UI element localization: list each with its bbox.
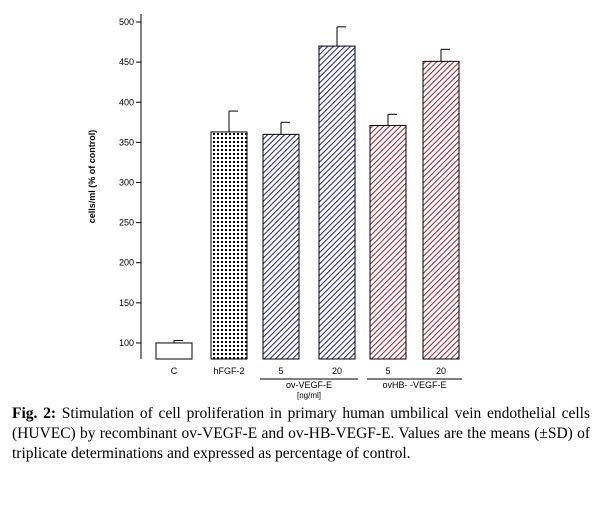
category-label: C <box>171 366 178 376</box>
category-label: 20 <box>332 366 342 376</box>
bar <box>369 125 407 360</box>
figure-caption: Fig. 2: Stimulation of cell proliferatio… <box>12 404 590 464</box>
y-tick-label: 300 <box>119 177 134 187</box>
bars <box>155 26 460 360</box>
category-label: 5 <box>385 366 390 376</box>
y-tick-label: 200 <box>119 258 134 268</box>
unit-label: [ng/ml] <box>297 391 321 400</box>
y-tick-label: 450 <box>119 57 134 67</box>
bar <box>422 60 460 360</box>
caption-label: Fig. 2: <box>12 405 57 422</box>
group-label: ovHB- -VEGF-E <box>382 380 446 390</box>
category-label: 20 <box>436 366 446 376</box>
y-tick-label: 250 <box>119 218 134 228</box>
category-label: hFGF-2 <box>213 366 244 376</box>
y-tick-label: 350 <box>119 137 134 147</box>
bar <box>155 342 193 360</box>
axes: 100 150 200 250 300 350 400 450 500 cells/ml (% o… <box>87 14 142 359</box>
y-axis-title: cells/ml (% of control) <box>87 130 97 224</box>
bar-chart: 100 150 200 250 300 350 400 450 500 cells/ml (% o… <box>87 14 462 400</box>
bar <box>210 131 248 360</box>
y-tick-label: 100 <box>119 338 134 348</box>
y-tick-label: 150 <box>119 298 134 308</box>
y-tick-label: 500 <box>119 17 134 27</box>
caption-text: Stimulation of cell proliferation in pri… <box>12 405 590 462</box>
bar <box>262 133 300 360</box>
group-label: ov-VEGF-E <box>286 380 332 390</box>
y-tick-label: 400 <box>119 97 134 107</box>
bar <box>318 45 356 360</box>
category-label: 5 <box>278 366 283 376</box>
